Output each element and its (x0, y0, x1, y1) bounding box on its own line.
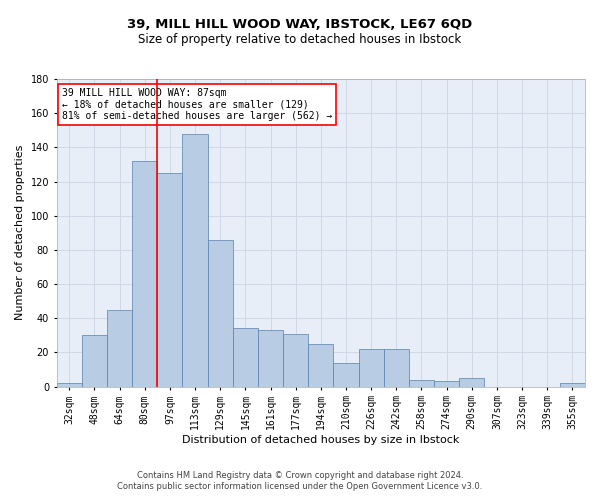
Text: 39 MILL HILL WOOD WAY: 87sqm
← 18% of detached houses are smaller (129)
81% of s: 39 MILL HILL WOOD WAY: 87sqm ← 18% of de… (62, 88, 332, 122)
Bar (359, 349, 384, 387)
Text: Contains HM Land Registry data © Crown copyright and database right 2024.: Contains HM Land Registry data © Crown c… (137, 471, 463, 480)
Bar (56, 383, 82, 386)
Bar (409, 380, 434, 386)
Bar (334, 362, 359, 386)
Bar (384, 349, 409, 387)
Bar (182, 134, 208, 386)
Bar (283, 334, 308, 386)
Bar (107, 310, 132, 386)
Bar (258, 330, 283, 386)
Bar (308, 344, 334, 387)
Bar (82, 336, 107, 386)
Text: Contains public sector information licensed under the Open Government Licence v3: Contains public sector information licen… (118, 482, 482, 491)
Bar (208, 240, 233, 386)
Bar (157, 173, 182, 386)
Bar (459, 378, 484, 386)
Bar (132, 161, 157, 386)
X-axis label: Distribution of detached houses by size in Ibstock: Distribution of detached houses by size … (182, 435, 460, 445)
Bar (434, 382, 459, 386)
Bar (560, 383, 585, 386)
Bar (233, 328, 258, 386)
Text: 39, MILL HILL WOOD WAY, IBSTOCK, LE67 6QD: 39, MILL HILL WOOD WAY, IBSTOCK, LE67 6Q… (127, 18, 473, 30)
Text: Size of property relative to detached houses in Ibstock: Size of property relative to detached ho… (139, 32, 461, 46)
Y-axis label: Number of detached properties: Number of detached properties (15, 145, 25, 320)
